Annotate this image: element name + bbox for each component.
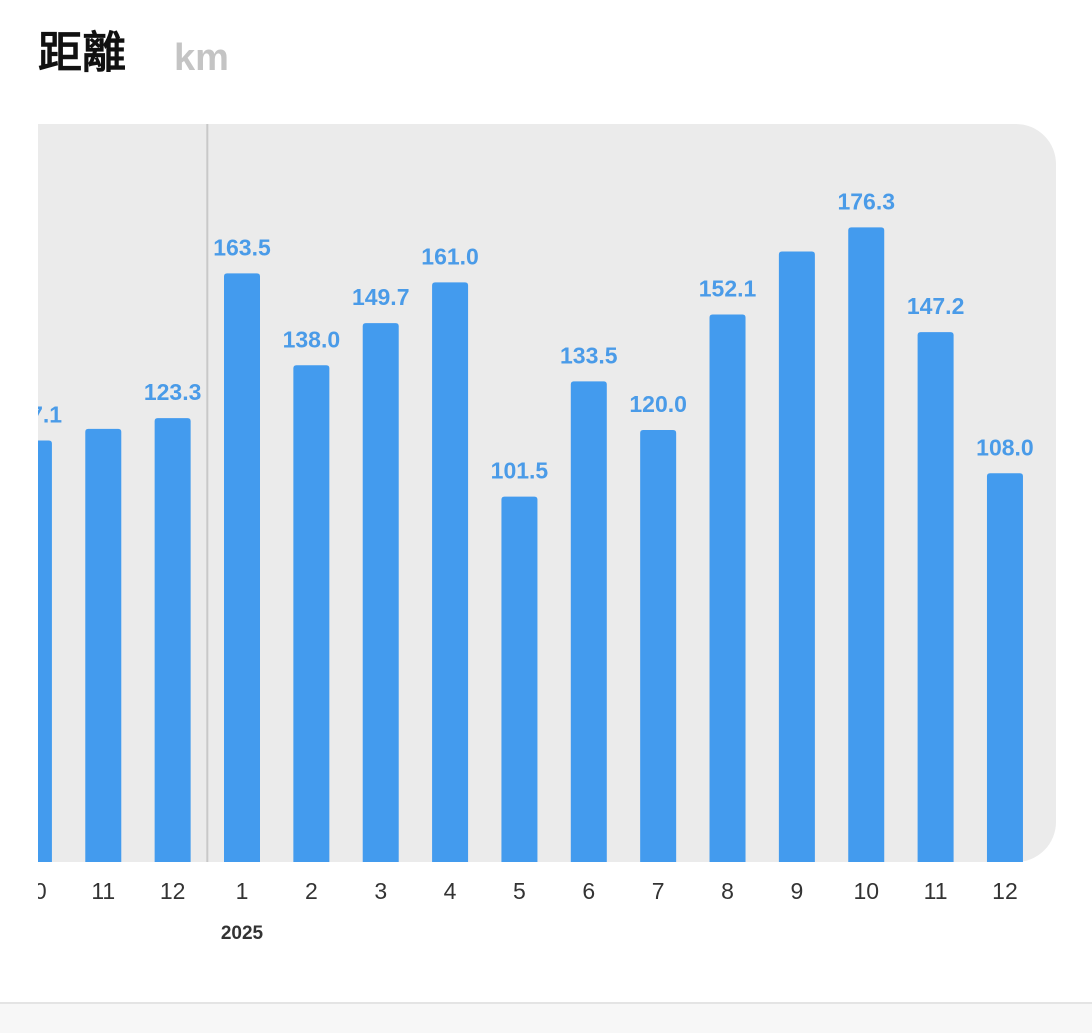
value-label: 108.0 [976, 434, 1034, 460]
unit-label: km [174, 37, 229, 79]
value-label: 101.5 [491, 458, 549, 484]
bar [848, 227, 885, 862]
x-tick-label: 6 [582, 878, 595, 904]
value-label: 149.7 [352, 284, 410, 310]
plot-background [38, 124, 1056, 862]
bar [917, 332, 954, 863]
bar [709, 314, 746, 862]
value-label: 176.3 [837, 188, 895, 214]
bar [986, 473, 1023, 862]
bar [224, 273, 260, 862]
x-tick-label: 4 [444, 878, 457, 904]
x-tick-label: 9 [790, 878, 803, 904]
value-label: 117.1 [6, 402, 62, 428]
value-label: 161.0 [421, 243, 479, 269]
bar [85, 428, 122, 862]
x-tick-label: 7 [652, 878, 665, 904]
value-label: 147.2 [907, 293, 965, 319]
bar [778, 251, 815, 862]
x-tick-label: 10 [853, 878, 879, 904]
bar [38, 440, 52, 862]
bar [362, 323, 399, 863]
year-label: 2025 [221, 923, 264, 944]
x-tick-label: 10 [21, 878, 47, 904]
x-tick-label: 1 [236, 878, 249, 904]
x-tick-label: 12 [992, 878, 1018, 904]
x-tick-label: 8 [721, 878, 734, 904]
x-tick-label: 5 [513, 878, 526, 904]
value-label: 120.0 [629, 391, 687, 417]
value-label: 123.3 [144, 379, 202, 405]
bar [432, 282, 469, 862]
x-tick-label: 2 [305, 878, 318, 904]
bar [570, 381, 607, 862]
x-tick-label: 11 [924, 878, 948, 904]
x-tick-label: 12 [160, 878, 186, 904]
bar [293, 365, 330, 862]
bar [640, 430, 677, 862]
x-tick-label: 3 [374, 878, 387, 904]
bar [154, 418, 191, 862]
value-label: 138.0 [283, 326, 341, 352]
x-tick-label: 11 [91, 878, 115, 904]
bar [501, 496, 538, 862]
next-section [0, 1004, 1092, 1033]
value-label: 133.5 [560, 342, 618, 368]
value-label: 152.1 [699, 276, 757, 302]
value-label: 163.5 [213, 234, 271, 260]
chart-title: 距離 [38, 29, 126, 78]
plot-area: 117.1 10 11 123.3 12 163.5 1 138.0 2 149.7 3 161.0 4… [6, 124, 1034, 904]
